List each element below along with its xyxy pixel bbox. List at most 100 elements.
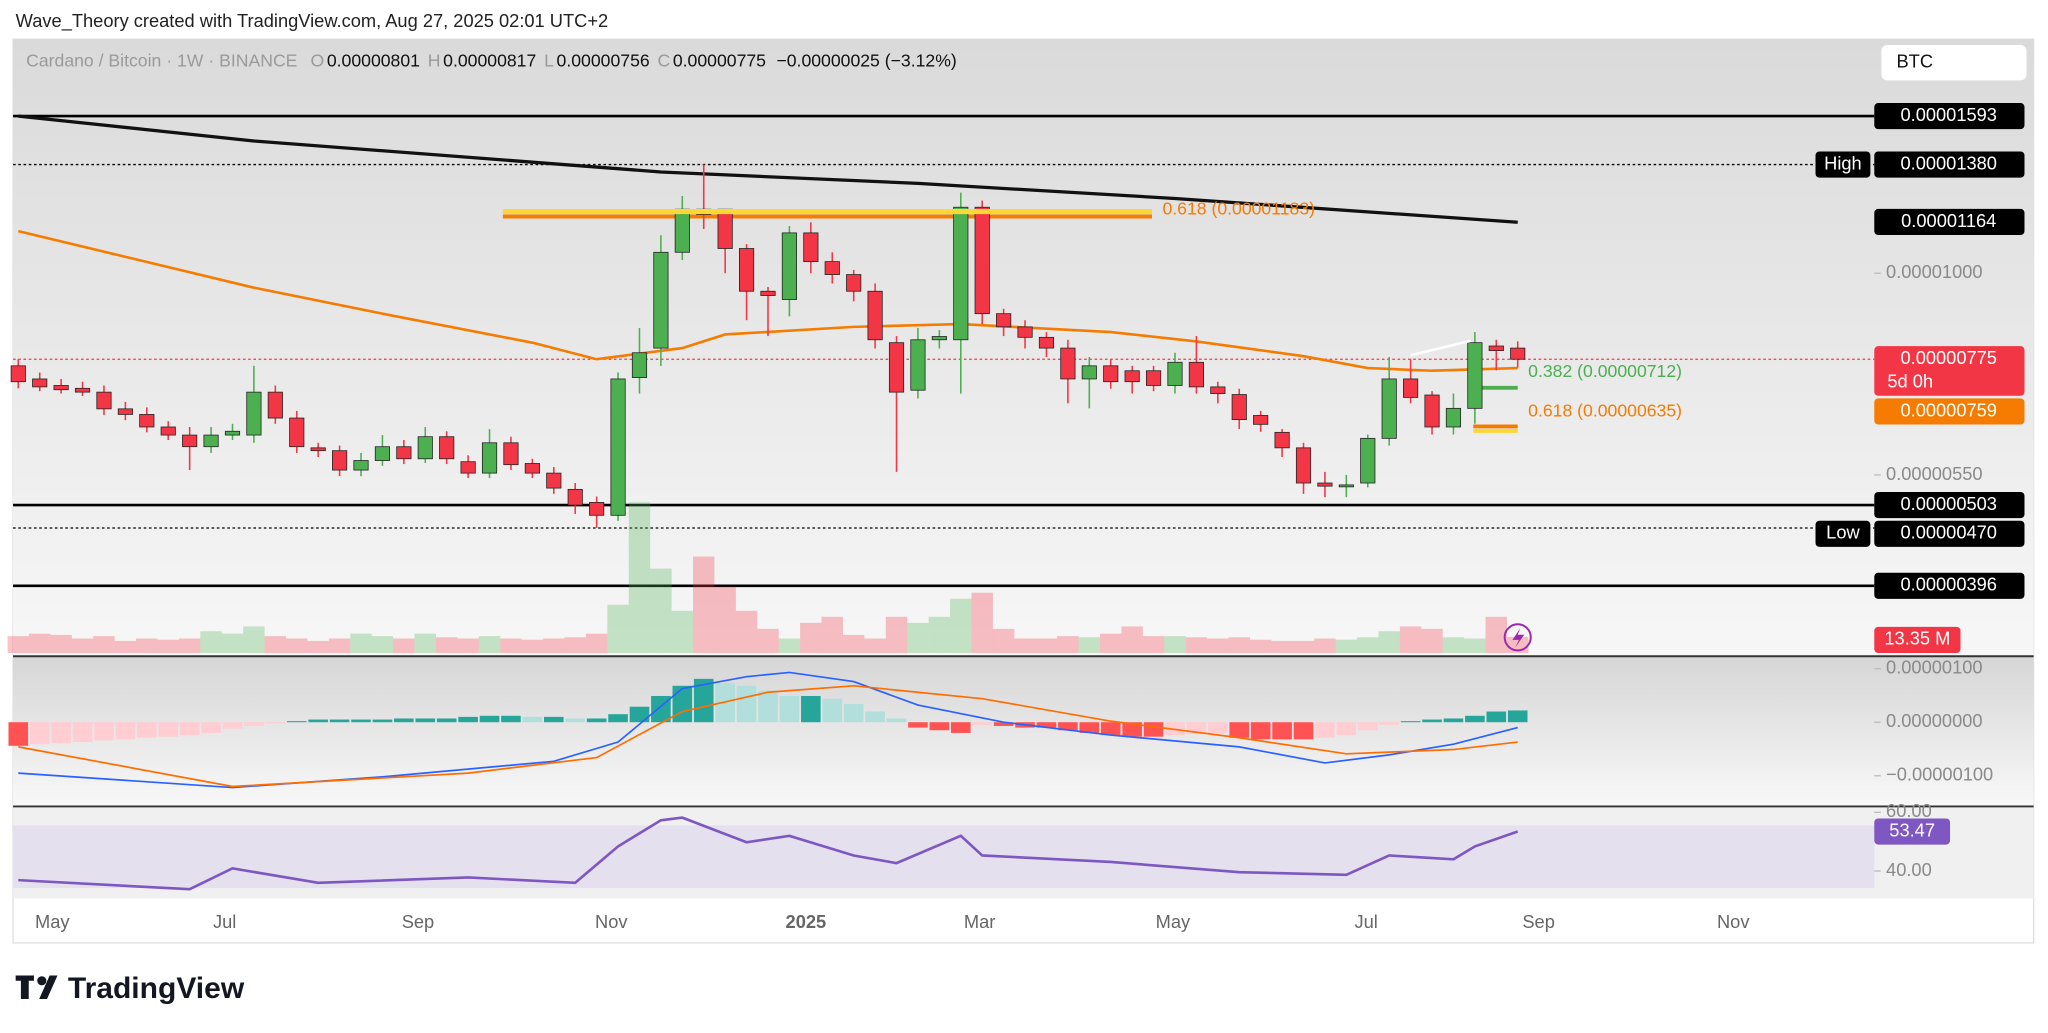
candle-body bbox=[74, 387, 91, 393]
macd-histogram bbox=[565, 718, 586, 723]
macd-histogram bbox=[458, 716, 478, 723]
volume-bar bbox=[1100, 633, 1122, 653]
macd-tick-label: 0.00000000 bbox=[1886, 710, 1983, 731]
signal-line bbox=[18, 684, 1518, 788]
candle-body bbox=[1081, 365, 1097, 380]
macd-histogram bbox=[1357, 722, 1378, 731]
price-label-box bbox=[1874, 520, 2025, 547]
macd-histogram bbox=[372, 719, 393, 723]
macd-histogram bbox=[1186, 722, 1207, 735]
candle-body bbox=[739, 248, 755, 292]
volume-bar bbox=[1057, 636, 1079, 653]
volume-bar bbox=[478, 636, 501, 653]
candle-body bbox=[867, 290, 883, 341]
macd-histogram bbox=[1100, 722, 1121, 736]
candle-body bbox=[1167, 361, 1183, 386]
tag-box bbox=[1815, 520, 1871, 547]
legend: Cardano / Bitcoin · 1W · BINANCE O 0.00000… bbox=[26, 50, 957, 70]
volume-bar bbox=[778, 638, 801, 653]
candle-body bbox=[417, 436, 433, 460]
volume-bar bbox=[371, 636, 394, 653]
candle-body bbox=[224, 430, 241, 436]
countdown: 5d 0h bbox=[1887, 371, 1933, 392]
price-label: 0.00001164 bbox=[1901, 210, 1996, 231]
volume-bar bbox=[671, 610, 694, 653]
macd-histogram bbox=[1379, 722, 1399, 725]
candle-body bbox=[182, 434, 198, 448]
volume-bar bbox=[50, 634, 72, 653]
price-label: 0.00001380 bbox=[1900, 152, 1997, 173]
candle-body bbox=[610, 378, 626, 516]
volume-bar bbox=[714, 586, 736, 653]
ohlc-key: L bbox=[544, 50, 554, 70]
volume-bar bbox=[1271, 640, 1293, 653]
macd-histogram bbox=[351, 719, 371, 723]
volume-bar bbox=[757, 628, 779, 653]
long-ma bbox=[18, 114, 1518, 224]
macd-histogram bbox=[801, 695, 821, 723]
macd-histogram bbox=[29, 722, 50, 745]
candle-body bbox=[267, 391, 283, 419]
price-label: 0.00000759 bbox=[1900, 399, 1997, 420]
macd-histogram bbox=[329, 719, 350, 723]
volume-bar bbox=[992, 628, 1015, 653]
trend-line bbox=[1410, 339, 1471, 357]
candle-body bbox=[846, 274, 862, 292]
candle-body bbox=[953, 206, 969, 341]
volume-bar bbox=[157, 639, 179, 653]
macd-histogram bbox=[1229, 722, 1250, 738]
macd-pane bbox=[13, 656, 2034, 806]
macd-histogram bbox=[308, 719, 328, 723]
y-tick-label: 0.00001000 bbox=[1886, 261, 1983, 282]
macd-histogram bbox=[415, 718, 436, 723]
x-tick-label: Sep bbox=[402, 911, 435, 932]
volume-bar bbox=[200, 631, 222, 653]
volume-bar bbox=[1335, 639, 1358, 653]
macd-histogram bbox=[1143, 722, 1164, 737]
candle-body bbox=[139, 414, 155, 428]
currency-button[interactable] bbox=[1880, 43, 2028, 82]
macd-histogram bbox=[436, 718, 457, 723]
brand: TradingView bbox=[68, 972, 245, 1005]
candle-body bbox=[931, 336, 947, 341]
byline: Wave_Theory created with TradingView.com… bbox=[16, 10, 608, 32]
macd-histogram bbox=[1422, 719, 1442, 723]
rsi-label-box bbox=[1874, 818, 1951, 845]
rsi-line bbox=[18, 816, 1519, 891]
ohlc-key: H bbox=[428, 50, 441, 70]
volume-bar bbox=[842, 634, 865, 653]
macd-tick-label: −0.00000100 bbox=[1886, 764, 1993, 785]
macd-histogram bbox=[94, 722, 114, 741]
candle-body bbox=[96, 391, 112, 410]
currency[interactable]: BTC bbox=[1896, 51, 1933, 72]
macd-histogram bbox=[72, 722, 93, 743]
candle-body bbox=[1317, 482, 1333, 487]
price-label: 0.00000503 bbox=[1900, 493, 1997, 514]
macd-histogram bbox=[1058, 722, 1078, 731]
macd-histogram bbox=[886, 718, 907, 723]
price-label-box bbox=[1874, 398, 2025, 425]
volume-bar bbox=[264, 636, 287, 653]
candle-body bbox=[1210, 386, 1226, 394]
candle-body bbox=[1360, 437, 1376, 484]
candle-body bbox=[567, 488, 583, 506]
ohlc-key: O bbox=[311, 50, 325, 70]
macd-histogram bbox=[1272, 722, 1292, 740]
volume-bar bbox=[500, 638, 522, 653]
volume-bar bbox=[971, 592, 993, 653]
volume-bar bbox=[28, 633, 51, 653]
candle-body bbox=[374, 446, 391, 461]
fib-label: 0.618 (0.00000635) bbox=[1528, 401, 1682, 421]
macd-histogram bbox=[1443, 718, 1464, 723]
x-tick-label: May bbox=[35, 911, 70, 932]
candle-body bbox=[396, 446, 412, 460]
volume-bar bbox=[1292, 640, 1315, 653]
volume-bar bbox=[907, 622, 929, 653]
rsi-label: 53.47 bbox=[1889, 819, 1935, 840]
ohlc-value: 0.00000756 bbox=[557, 50, 650, 70]
symbol: Cardano / Bitcoin · 1W · BINANCE bbox=[26, 50, 297, 70]
candle-body bbox=[310, 447, 326, 452]
tag-label: Low bbox=[1826, 522, 1860, 543]
candle-body bbox=[781, 232, 797, 300]
macd-histogram bbox=[608, 714, 628, 723]
